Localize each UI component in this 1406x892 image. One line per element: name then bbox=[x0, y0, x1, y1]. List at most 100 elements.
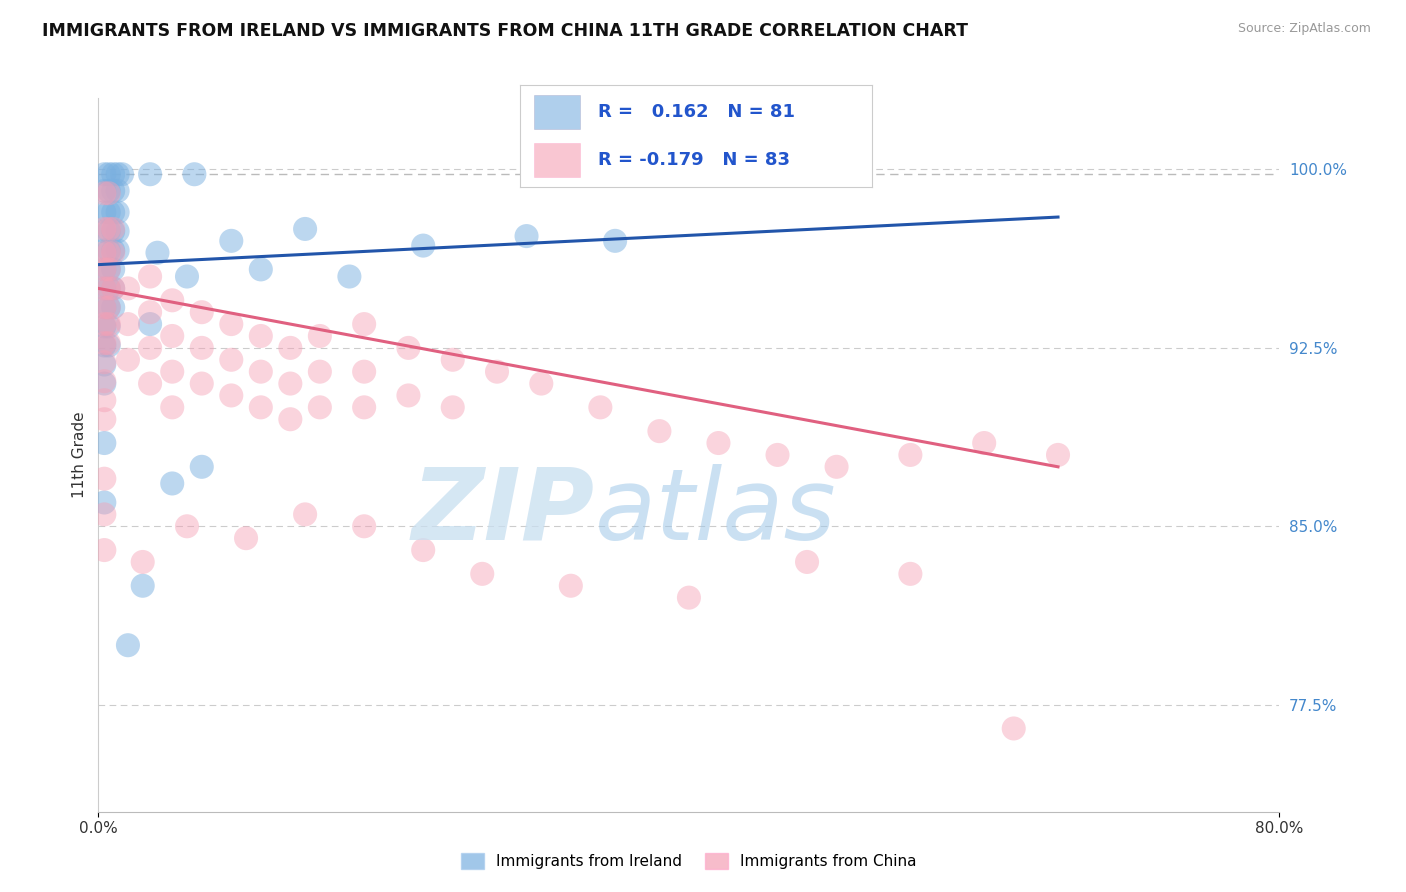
Point bbox=[103, 244, 125, 258]
Point bbox=[93, 393, 115, 408]
Point bbox=[139, 341, 162, 355]
Point bbox=[93, 184, 115, 198]
Point bbox=[97, 281, 120, 295]
Point bbox=[250, 329, 273, 343]
Point bbox=[97, 262, 120, 277]
Point bbox=[93, 222, 115, 236]
Point bbox=[97, 319, 120, 334]
Point bbox=[589, 401, 612, 415]
Point bbox=[132, 555, 155, 569]
Point bbox=[93, 262, 115, 277]
Point bbox=[139, 167, 162, 181]
Point bbox=[93, 262, 115, 277]
Point bbox=[93, 281, 115, 295]
Point bbox=[707, 436, 730, 450]
Point bbox=[107, 167, 129, 181]
Point bbox=[560, 579, 582, 593]
Point bbox=[93, 301, 115, 315]
Point bbox=[97, 244, 120, 258]
Point bbox=[471, 566, 494, 581]
Point bbox=[107, 224, 129, 238]
Point bbox=[132, 579, 155, 593]
Point bbox=[107, 205, 129, 219]
Point bbox=[294, 222, 316, 236]
Point bbox=[97, 281, 120, 295]
Point bbox=[235, 531, 257, 545]
Point bbox=[107, 184, 129, 198]
Point bbox=[396, 341, 419, 355]
FancyBboxPatch shape bbox=[534, 95, 581, 128]
Text: Source: ZipAtlas.com: Source: ZipAtlas.com bbox=[1237, 22, 1371, 36]
Point bbox=[294, 508, 316, 522]
Point bbox=[162, 329, 183, 343]
Point bbox=[900, 448, 922, 462]
Point bbox=[97, 224, 120, 238]
Text: IMMIGRANTS FROM IRELAND VS IMMIGRANTS FROM CHINA 11TH GRADE CORRELATION CHART: IMMIGRANTS FROM IRELAND VS IMMIGRANTS FR… bbox=[42, 22, 969, 40]
Point bbox=[103, 281, 125, 295]
Point bbox=[353, 401, 375, 415]
Point bbox=[825, 459, 848, 474]
FancyBboxPatch shape bbox=[534, 144, 581, 177]
Point bbox=[93, 374, 115, 388]
Point bbox=[146, 245, 169, 260]
Point bbox=[103, 301, 125, 315]
Point bbox=[93, 338, 115, 352]
Point bbox=[93, 301, 115, 315]
Point bbox=[93, 358, 115, 372]
Point bbox=[176, 519, 198, 533]
Point bbox=[278, 376, 302, 391]
Point bbox=[117, 352, 139, 367]
Point bbox=[103, 262, 125, 277]
Point bbox=[1046, 448, 1069, 462]
Point bbox=[103, 281, 125, 295]
Point bbox=[353, 519, 375, 533]
Point bbox=[139, 269, 162, 284]
Point bbox=[412, 238, 434, 252]
Point bbox=[111, 167, 134, 181]
Point bbox=[93, 508, 115, 522]
Point bbox=[191, 459, 214, 474]
Point bbox=[183, 167, 205, 181]
Point bbox=[766, 448, 789, 462]
Point bbox=[117, 281, 139, 295]
Point bbox=[97, 184, 120, 198]
Point bbox=[353, 365, 375, 379]
Point bbox=[648, 424, 671, 438]
Point bbox=[309, 401, 332, 415]
Point bbox=[278, 341, 302, 355]
Point bbox=[1002, 722, 1025, 736]
Point bbox=[162, 401, 183, 415]
Point bbox=[93, 186, 115, 201]
Point bbox=[97, 301, 120, 315]
Point bbox=[93, 472, 115, 486]
Point bbox=[796, 555, 818, 569]
Point bbox=[516, 229, 538, 244]
Point bbox=[339, 269, 360, 284]
Point bbox=[103, 224, 125, 238]
Point bbox=[221, 317, 243, 331]
Text: R = -0.179   N = 83: R = -0.179 N = 83 bbox=[598, 151, 790, 169]
Point bbox=[93, 281, 115, 295]
Point bbox=[97, 301, 120, 315]
Point bbox=[97, 222, 120, 236]
Point bbox=[93, 245, 115, 260]
Point bbox=[441, 401, 464, 415]
Point bbox=[117, 317, 139, 331]
Point bbox=[486, 365, 509, 379]
Point bbox=[103, 222, 125, 236]
Point bbox=[278, 412, 302, 426]
Point bbox=[93, 543, 115, 558]
Point bbox=[93, 336, 115, 351]
Point bbox=[162, 365, 183, 379]
Y-axis label: 11th Grade: 11th Grade bbox=[72, 411, 87, 499]
Point bbox=[250, 262, 273, 277]
Text: ZIP: ZIP bbox=[412, 464, 595, 560]
Point bbox=[353, 317, 375, 331]
Point bbox=[605, 234, 627, 248]
Point bbox=[93, 317, 115, 331]
Point bbox=[97, 245, 120, 260]
Point bbox=[93, 495, 115, 509]
Point bbox=[97, 186, 120, 201]
Point bbox=[93, 412, 115, 426]
Point bbox=[97, 338, 120, 352]
